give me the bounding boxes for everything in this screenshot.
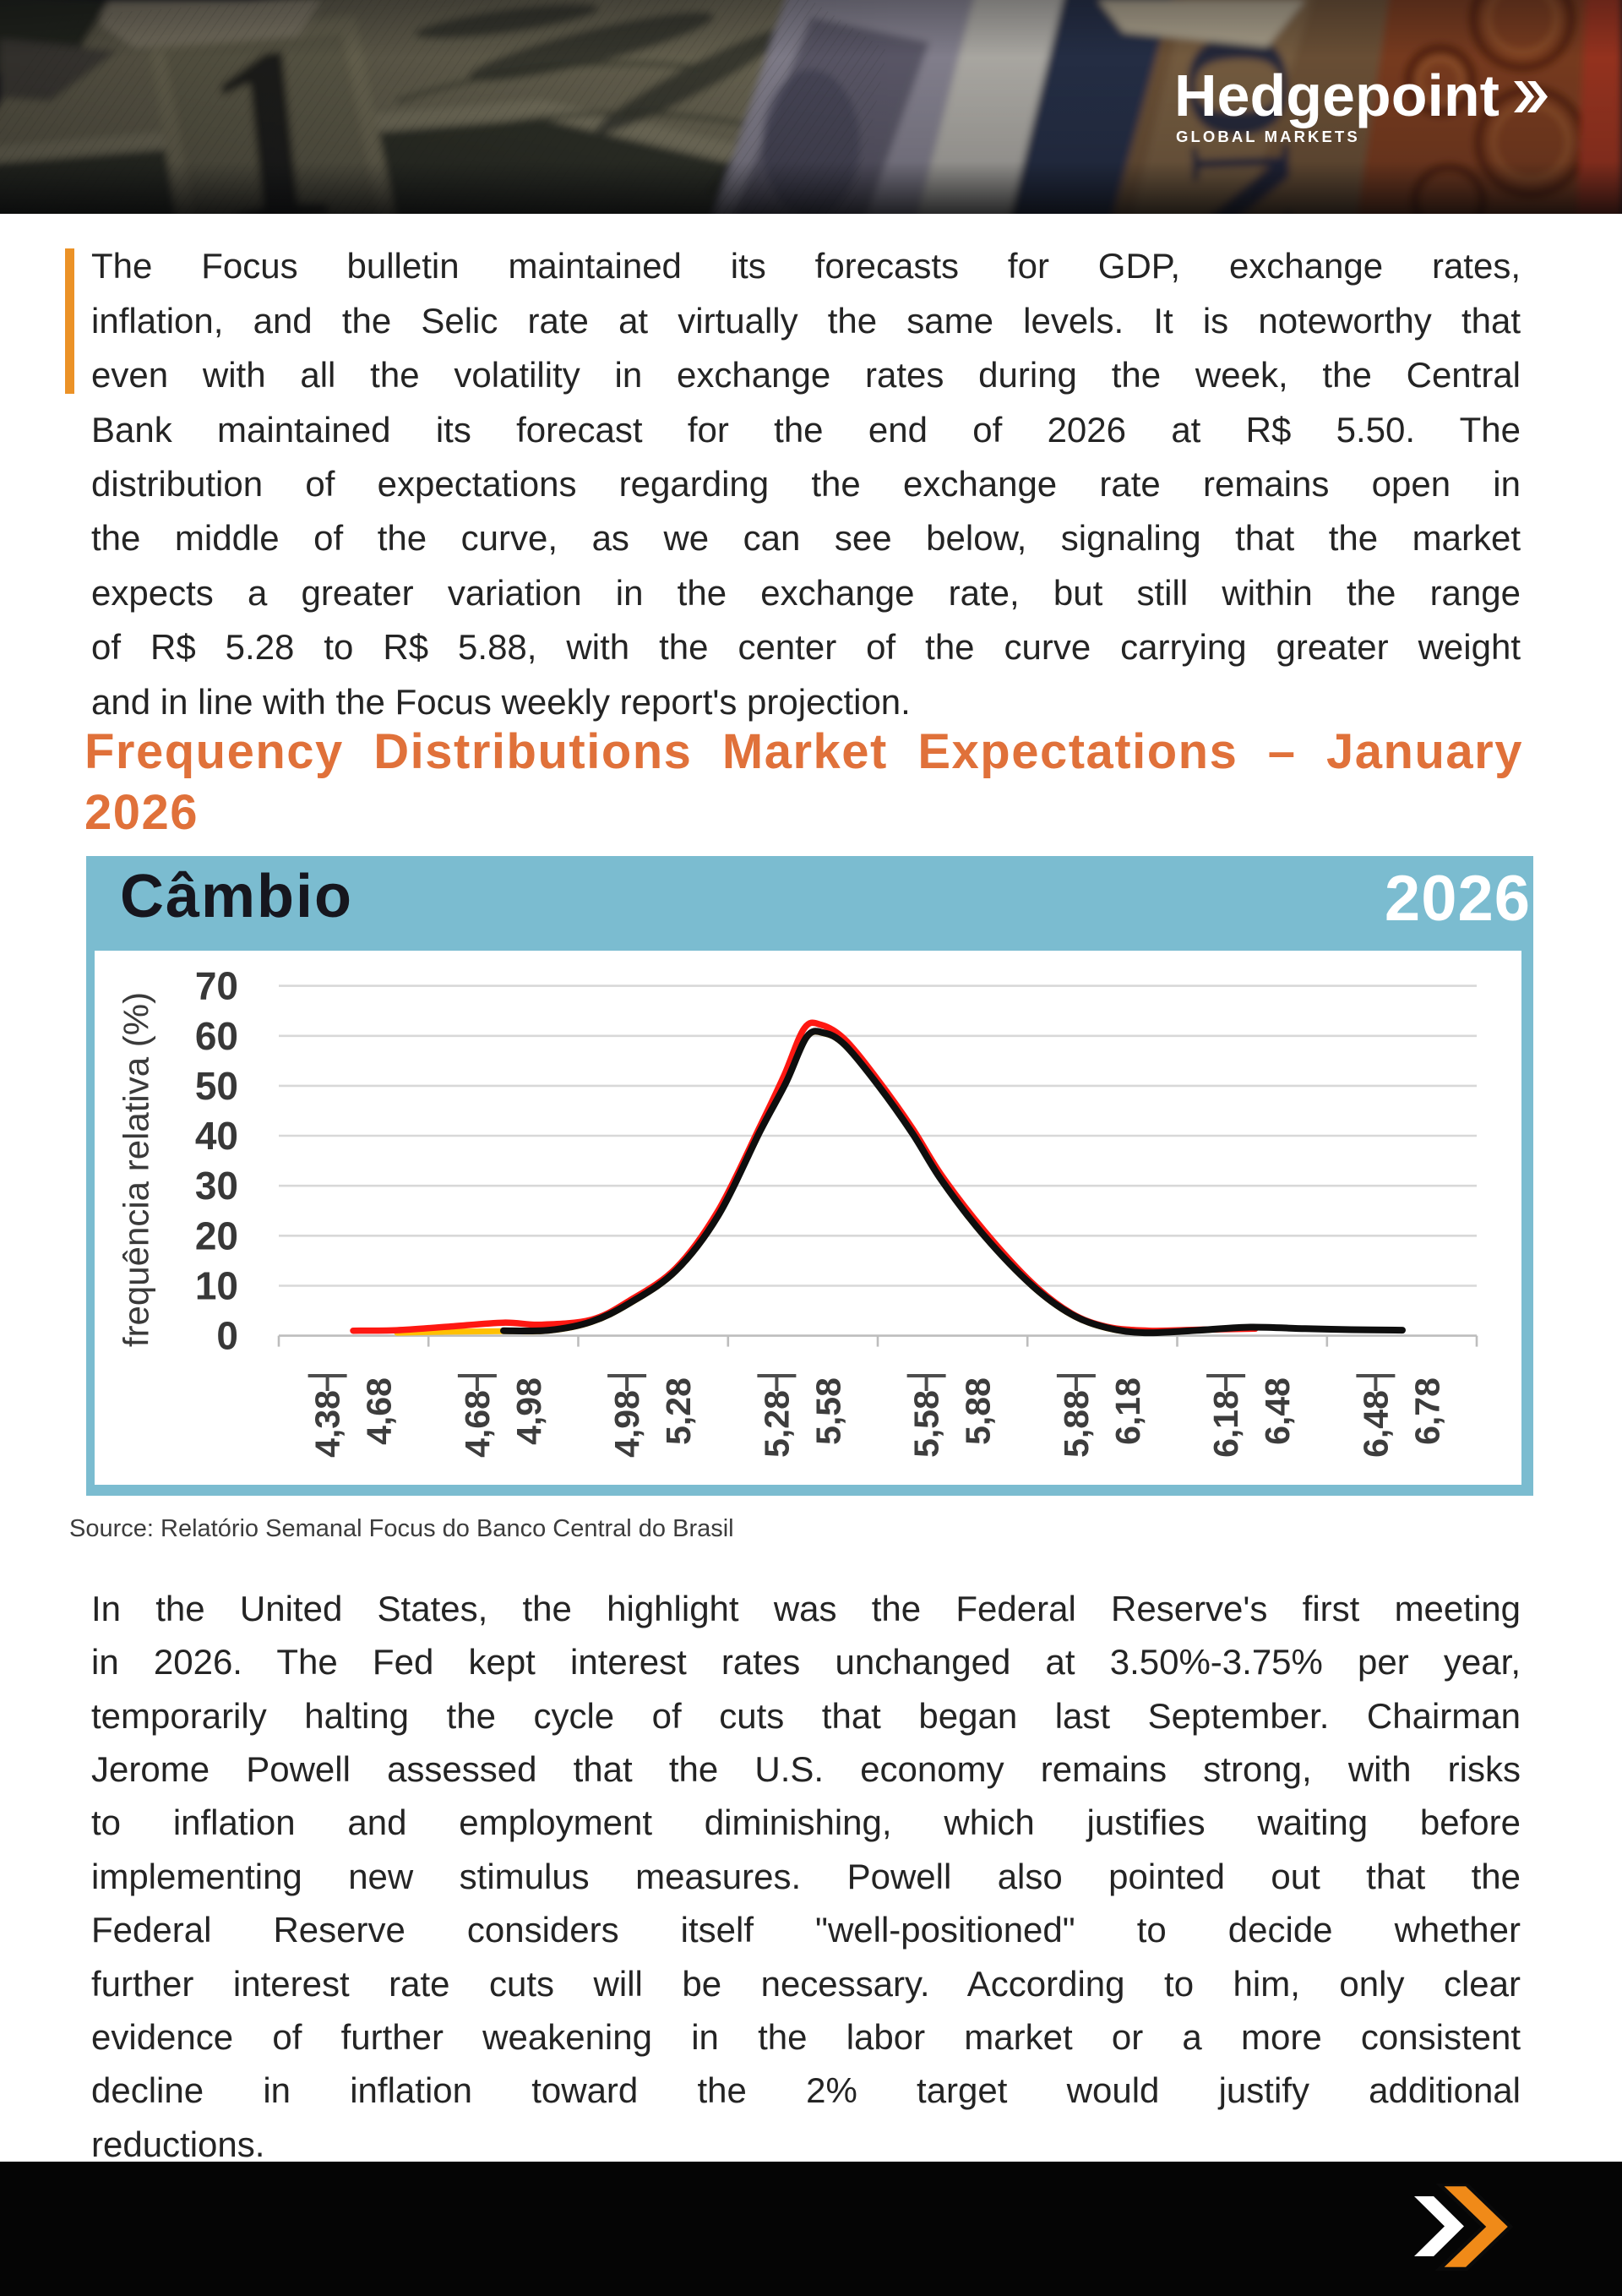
svg-text:6,18: 6,18 <box>1108 1377 1147 1445</box>
svg-text:frequência relativa (%): frequência relativa (%) <box>117 992 156 1347</box>
svg-text:5,58: 5,58 <box>907 1390 946 1458</box>
svg-text:50: 50 <box>195 1064 238 1108</box>
svg-text:10: 10 <box>195 1264 238 1308</box>
svg-text:4,38: 4,38 <box>308 1390 347 1458</box>
svg-text:5,28: 5,28 <box>757 1390 796 1458</box>
svg-text:4,98: 4,98 <box>607 1390 646 1458</box>
svg-text:20: 20 <box>195 1213 238 1257</box>
svg-text:30: 30 <box>195 1164 238 1208</box>
svg-text:0: 0 <box>216 1314 238 1358</box>
svg-text:40: 40 <box>195 1114 238 1158</box>
svg-text:60: 60 <box>195 1014 238 1058</box>
svg-text:4,98: 4,98 <box>509 1377 548 1445</box>
svg-text:70: 70 <box>195 964 238 1008</box>
svg-text:5,88: 5,88 <box>959 1377 998 1445</box>
svg-text:6,48: 6,48 <box>1356 1390 1395 1458</box>
svg-text:5,88: 5,88 <box>1057 1390 1096 1458</box>
svg-text:5,28: 5,28 <box>659 1377 698 1445</box>
svg-text:4,68: 4,68 <box>360 1377 399 1445</box>
svg-text:5,58: 5,58 <box>808 1377 847 1445</box>
svg-text:4,68: 4,68 <box>458 1390 497 1458</box>
svg-text:6,48: 6,48 <box>1258 1377 1297 1445</box>
svg-text:2026: 2026 <box>1385 863 1531 935</box>
svg-text:6,18: 6,18 <box>1206 1390 1245 1458</box>
svg-text:6,78: 6,78 <box>1407 1377 1446 1445</box>
svg-text:Câmbio: Câmbio <box>120 863 353 930</box>
